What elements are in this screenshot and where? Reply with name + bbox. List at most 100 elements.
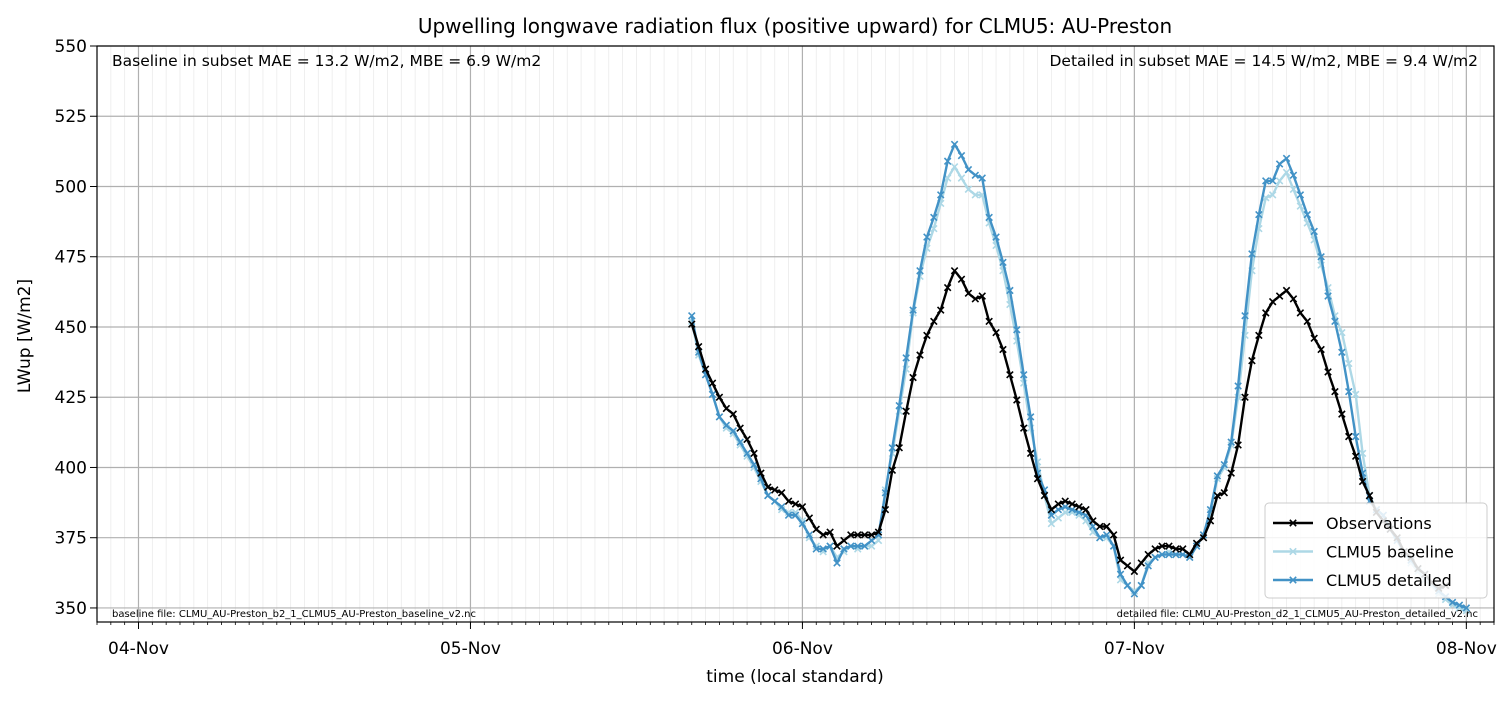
data-point-marker xyxy=(1054,505,1063,514)
data-point-marker xyxy=(930,317,938,326)
data-point-marker xyxy=(840,545,848,553)
data-point-marker xyxy=(1241,311,1249,320)
data-point-marker xyxy=(1006,370,1014,379)
data-point-marker xyxy=(1351,432,1360,441)
data-point-marker xyxy=(860,531,869,539)
data-point-marker xyxy=(1158,550,1166,559)
data-point-marker xyxy=(1137,581,1146,590)
data-point-marker xyxy=(1068,505,1076,514)
y-tick-label: 350 xyxy=(55,599,87,619)
data-point-marker xyxy=(784,497,793,505)
data-point-marker xyxy=(1268,191,1277,199)
data-point-marker xyxy=(1317,252,1325,261)
data-point-marker xyxy=(694,342,703,351)
data-point-marker xyxy=(1096,533,1104,542)
data-point-marker xyxy=(1338,328,1346,337)
data-point-marker xyxy=(1047,511,1056,519)
data-point-marker xyxy=(1310,334,1318,342)
data-point-marker xyxy=(1331,317,1339,326)
data-point-marker xyxy=(701,365,710,373)
data-point-marker xyxy=(992,328,1000,337)
legend-marker xyxy=(1289,519,1297,527)
data-point-marker xyxy=(978,292,986,300)
data-point-marker xyxy=(1185,553,1194,562)
data-point-marker xyxy=(1358,477,1367,486)
data-point-marker xyxy=(743,435,751,444)
x-tick-label: 07-Nov xyxy=(1104,639,1165,659)
data-point-marker xyxy=(1275,160,1284,168)
data-point-marker xyxy=(1220,488,1229,497)
data-point-marker xyxy=(1172,550,1180,559)
data-point-marker xyxy=(909,306,917,314)
data-point-marker xyxy=(1289,295,1298,303)
data-point-marker xyxy=(819,531,827,539)
data-point-marker xyxy=(1448,598,1457,607)
ticks: 04-Nov 05-Nov 06-Nov 07-Nov 08-Nov 350 375 400 4… xyxy=(55,37,1497,659)
data-point-marker xyxy=(930,213,938,222)
data-point-marker xyxy=(764,483,772,491)
data-point-marker xyxy=(1006,286,1014,295)
data-point-marker xyxy=(957,151,966,160)
data-point-marker xyxy=(736,424,744,432)
data-point-marker xyxy=(777,488,786,497)
data-point-marker xyxy=(950,163,959,171)
data-point-marker xyxy=(1262,177,1270,185)
data-point-marker xyxy=(874,528,883,536)
y-tick-label: 400 xyxy=(55,458,87,478)
data-point-marker xyxy=(715,393,724,401)
data-point-marker xyxy=(798,519,807,528)
data-point-marker xyxy=(722,404,731,413)
data-point-marker xyxy=(1234,441,1242,449)
data-point-marker xyxy=(750,449,758,458)
data-point-marker xyxy=(722,421,731,430)
data-point-marker xyxy=(833,559,841,567)
data-point-marker xyxy=(1275,177,1284,185)
data-point-marker xyxy=(1123,581,1132,590)
data-point-marker xyxy=(1033,474,1042,483)
data-point-marker xyxy=(1047,505,1056,514)
y-tick-label: 500 xyxy=(55,177,87,197)
data-point-marker xyxy=(1026,449,1035,458)
data-point-marker xyxy=(957,275,966,283)
data-point-marker xyxy=(826,542,834,550)
data-point-marker xyxy=(715,413,724,421)
data-point-marker xyxy=(777,503,786,511)
data-point-marker xyxy=(867,542,876,550)
data-point-marker xyxy=(1338,410,1346,418)
data-point-marker xyxy=(1082,505,1090,514)
data-point-marker xyxy=(1227,438,1235,446)
data-point-marker xyxy=(826,528,834,536)
series-observations xyxy=(687,267,1450,593)
data-point-marker xyxy=(819,545,827,553)
data-point-marker xyxy=(943,157,952,165)
x-tick-label: 05-Nov xyxy=(440,639,501,659)
data-point-marker xyxy=(1137,559,1146,567)
data-point-marker xyxy=(867,536,876,545)
data-point-marker xyxy=(1331,387,1339,396)
data-point-marker xyxy=(1365,491,1374,500)
data-point-marker xyxy=(1310,227,1318,236)
data-point-marker xyxy=(999,345,1007,354)
data-point-marker xyxy=(1144,559,1152,567)
data-point-marker xyxy=(950,140,959,149)
data-point-marker xyxy=(1102,531,1111,539)
data-point-marker xyxy=(1144,562,1152,570)
data-point-marker xyxy=(840,536,848,545)
data-point-marker xyxy=(1026,413,1035,421)
legend-box xyxy=(1264,502,1488,599)
data-point-marker xyxy=(1282,286,1291,295)
data-point-marker xyxy=(1213,472,1222,480)
data-point-marker xyxy=(1248,250,1256,258)
data-point-marker xyxy=(1227,469,1235,477)
data-point-marker xyxy=(936,191,945,199)
data-point-marker xyxy=(1338,348,1346,357)
legend: Observations CLMU5 baseline CLMU5 detailed xyxy=(1264,502,1488,599)
data-point-marker xyxy=(743,449,751,458)
data-point-marker xyxy=(805,514,814,522)
data-point-marker xyxy=(985,317,993,326)
data-point-marker xyxy=(1054,514,1063,522)
data-point-marker xyxy=(729,410,738,418)
data-point-marker xyxy=(687,311,696,320)
data-point-marker xyxy=(1061,508,1069,517)
